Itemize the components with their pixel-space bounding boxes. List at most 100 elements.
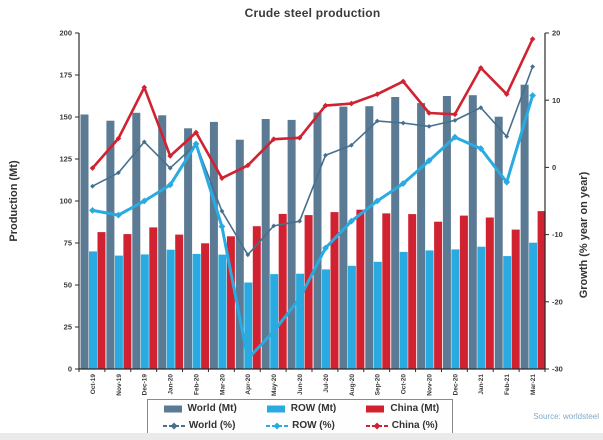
bar-world-mt-jan-21 <box>468 95 477 369</box>
marker-world-oct-20 <box>400 120 406 126</box>
bar-world-mt-dec-20 <box>442 96 451 369</box>
right-axis-tick-label: -30 <box>552 365 563 374</box>
line-swatch-icon <box>365 422 388 429</box>
bar-china-mt-jan-21 <box>485 217 494 369</box>
bar-row-mt-feb-21 <box>503 256 512 369</box>
chart-title: Crude steel production <box>244 6 381 20</box>
bar-china-mt-aug-20 <box>356 209 365 369</box>
bar-china-mt-apr-20 <box>252 226 261 369</box>
marker-world-jan-21 <box>478 105 484 110</box>
marker-world-jan-20 <box>167 165 173 171</box>
bar-world-mt-mar-20 <box>209 121 218 370</box>
marker-world-nov-19 <box>115 170 121 176</box>
bar-world-mt-feb-21 <box>494 116 503 369</box>
line-china <box>91 38 534 180</box>
left-axis-tick-label: 150 <box>59 113 72 122</box>
x-axis-month-label: Dec-20 <box>452 374 459 396</box>
line-swatch-icon <box>266 422 289 429</box>
marker-row-nov-19 <box>114 211 122 219</box>
bar-china-mt-jul-20 <box>330 212 339 369</box>
bar-row-mt-nov-19 <box>114 255 123 369</box>
marker-world-dec-19 <box>141 139 147 145</box>
x-axis-month-label: Jan-20 <box>168 374 175 395</box>
bar-row-mt-jul-20 <box>322 269 330 369</box>
x-axis-month-label: Feb-20 <box>193 374 200 395</box>
bar-china-mt-mar-20 <box>226 236 235 369</box>
bar-world-mt-jan-20 <box>158 115 167 369</box>
marker-china-jan-21 <box>478 65 484 71</box>
marker-china-nov-19 <box>115 135 122 142</box>
x-axis-month-label: Jun-20 <box>297 374 304 395</box>
bar-row-mt-feb-20 <box>192 253 201 369</box>
marker-row-apr-20 <box>244 355 252 363</box>
x-axis-month-label: Sep-20 <box>375 374 382 396</box>
left-axis-tick-label: 100 <box>59 197 72 206</box>
marker-row-jan-21 <box>477 145 485 152</box>
bar-china-mt-mar-21 <box>537 211 546 369</box>
bar-china-mt-nov-19 <box>123 234 132 369</box>
bar-row-mt-aug-20 <box>347 265 356 369</box>
x-axis-month-label: Mar-20 <box>219 374 226 395</box>
bar-row-mt-jan-21 <box>477 246 486 369</box>
marker-row-feb-21 <box>503 178 511 186</box>
marker-china-may-20 <box>270 136 277 142</box>
marker-row-nov-20 <box>425 157 433 165</box>
bar-row-mt-dec-20 <box>451 249 460 369</box>
bar-china-mt-feb-21 <box>511 229 520 369</box>
bar-china-mt-oct-20 <box>408 214 417 369</box>
bar-series-row-mt <box>89 242 538 369</box>
x-axis-month-label: Jul-20 <box>323 374 330 393</box>
bar-row-mt-oct-20 <box>399 251 408 369</box>
marker-china-apr-20 <box>245 162 251 169</box>
bar-world-mt-may-20 <box>261 119 270 369</box>
right-axis-tick-label: -20 <box>552 297 563 306</box>
left-axis-tick-label: 200 <box>59 29 72 38</box>
marker-row-jun-20 <box>296 295 304 302</box>
bar-series-world-mt <box>80 84 529 370</box>
x-axis-month-label: Oct-19 <box>90 374 97 395</box>
bar-china-mt-may-20 <box>278 213 287 369</box>
legend-item-china-mt: China (Mt) <box>351 403 452 414</box>
marker-row-aug-20 <box>347 217 355 225</box>
marker-row-may-20 <box>270 327 278 335</box>
marker-row-sep-20 <box>373 197 381 205</box>
bar-row-mt-jun-20 <box>296 273 305 369</box>
bar-china-mt-jan-20 <box>175 234 184 369</box>
x-axis-month-label: Mar-21 <box>530 374 537 395</box>
marker-china-feb-20 <box>193 129 199 136</box>
x-axis-month-label: Apr-20 <box>245 374 252 395</box>
right-axis-tick-label: -10 <box>552 230 563 239</box>
marker-row-feb-20 <box>192 140 200 148</box>
marker-world-sep-20 <box>374 118 380 124</box>
bar-swatch-icon <box>366 405 385 412</box>
left-axis-tick-label: 25 <box>64 323 72 332</box>
x-axis-month-label: Jan-21 <box>478 374 485 395</box>
bar-row-mt-dec-19 <box>140 254 149 369</box>
bar-world-mt-aug-20 <box>339 106 348 369</box>
bar-china-mt-dec-19 <box>149 227 158 369</box>
marker-world-dec-20 <box>452 117 458 123</box>
legend-label: China (%) <box>391 420 438 431</box>
marker-world-aug-20 <box>348 142 354 148</box>
bar-series-china-mt <box>97 209 546 369</box>
bar-china-mt-oct-19 <box>97 232 106 369</box>
marker-china-dec-20 <box>452 111 458 118</box>
legend-item-world: World (%) <box>148 420 249 431</box>
marker-china-jul-20 <box>322 102 329 109</box>
marker-china-oct-19 <box>89 165 96 171</box>
chart-legend: World (Mt) ROW (Mt) China (Mt) World (%) ROW… <box>147 399 453 435</box>
bar-row-mt-nov-20 <box>425 250 434 369</box>
marker-row-dec-19 <box>140 197 148 205</box>
bar-row-mt-mar-20 <box>218 254 227 369</box>
marker-world-jun-20 <box>297 218 303 224</box>
bottom-margin-strip <box>0 433 603 440</box>
marker-world-nov-20 <box>426 124 432 129</box>
marker-china-jan-20 <box>167 153 173 159</box>
left-axis-tick-label: 0 <box>68 365 72 374</box>
bar-world-mt-mar-21 <box>520 84 529 369</box>
bar-row-mt-oct-19 <box>89 251 97 369</box>
right-axis-tick-label: 20 <box>552 29 560 38</box>
x-axis-month-label: Dec-19 <box>142 374 149 396</box>
marker-china-sep-20 <box>374 91 381 97</box>
legend-label: ROW (Mt) <box>290 403 337 414</box>
